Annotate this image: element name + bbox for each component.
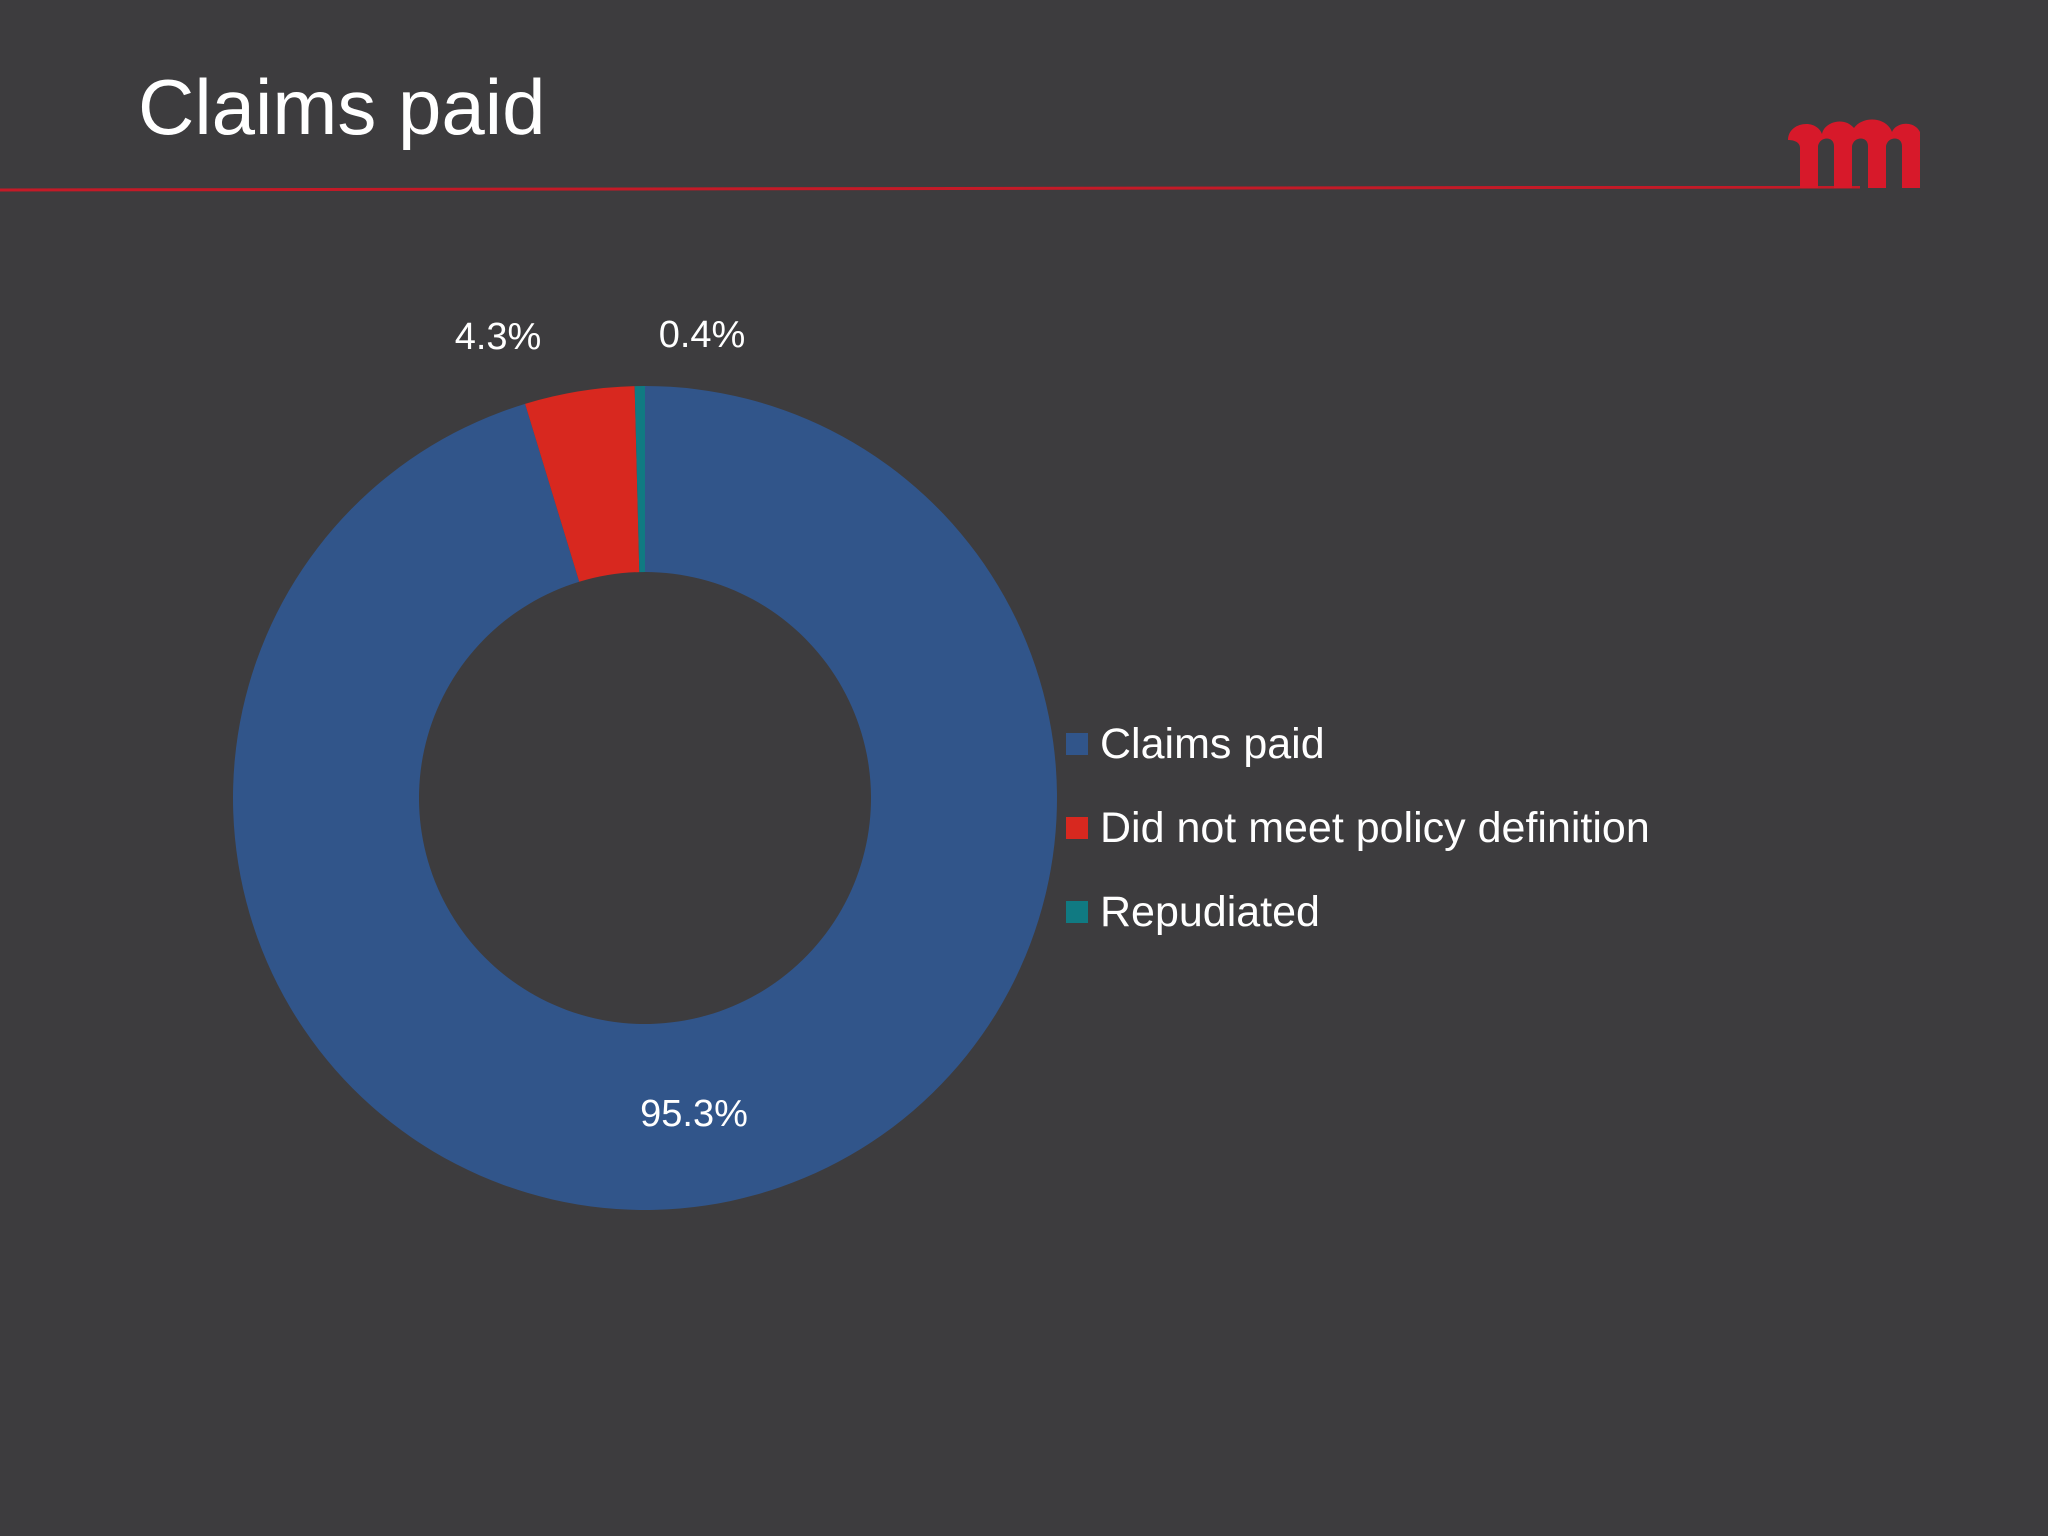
legend-label: Repudiated — [1100, 887, 1320, 936]
legend-label: Did not meet policy definition — [1100, 803, 1650, 852]
slice-repudiated — [634, 386, 645, 573]
legend-item-claims-paid: Claims paid — [1066, 702, 1650, 786]
slice-did-not-meet-policy-definition — [525, 386, 640, 582]
legend-label: Claims paid — [1100, 719, 1325, 768]
slice-claims-paid — [232, 386, 1058, 1211]
data-label-did-not-meet-policy-definition: 4.3% — [455, 316, 542, 358]
chart-legend: Claims paid Did not meet policy definitio… — [1066, 702, 1650, 954]
data-label-claims-paid: 95.3% — [640, 1093, 748, 1135]
legend-item-did-not-meet-policy-definition: Did not meet policy definition — [1066, 786, 1650, 870]
brand-m-logo-icon — [1788, 119, 1920, 188]
slide-title: Claims paid — [138, 63, 546, 151]
legend-item-repudiated: Repudiated — [1066, 870, 1650, 954]
data-label-repudiated: 0.4% — [659, 314, 746, 356]
legend-swatch — [1066, 733, 1088, 755]
legend-swatch — [1066, 817, 1088, 839]
header-divider — [0, 186, 1860, 192]
data-labels: 95.3% 4.3% 0.4% — [455, 314, 748, 1135]
legend-swatch — [1066, 901, 1088, 923]
doughnut-slices — [232, 386, 1058, 1211]
